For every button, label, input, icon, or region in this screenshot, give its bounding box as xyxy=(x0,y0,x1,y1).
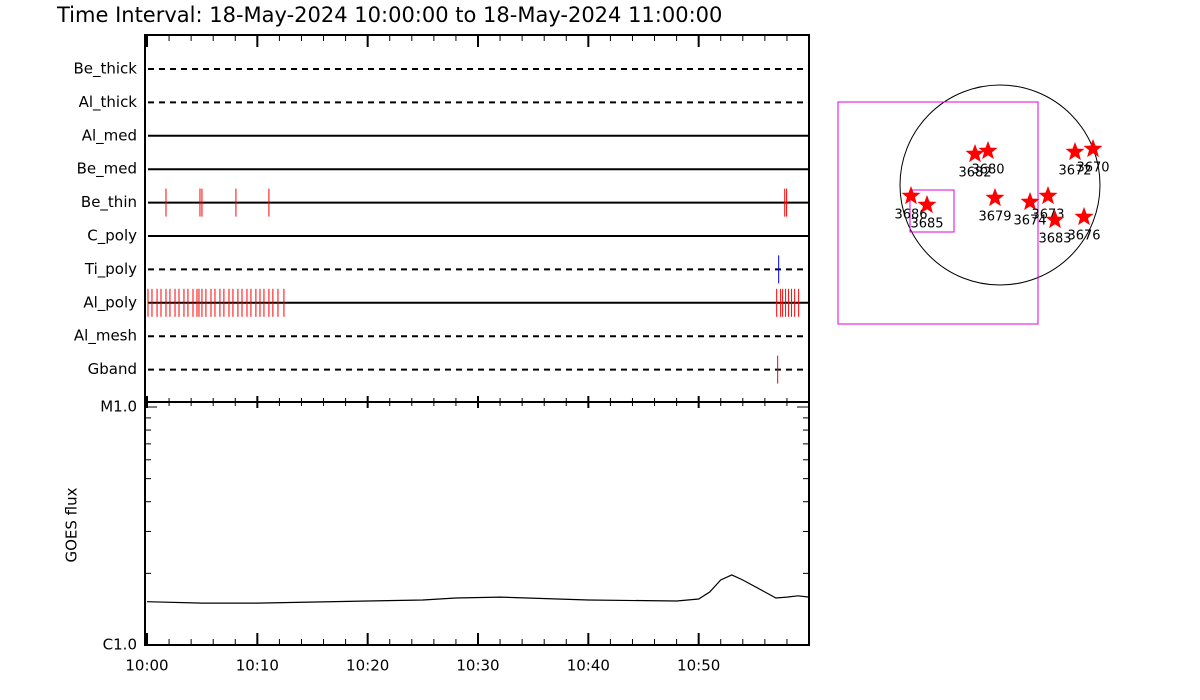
region-star xyxy=(965,144,985,163)
region-star xyxy=(1083,139,1103,158)
region-label: 3683 xyxy=(1038,232,1071,247)
fov-box xyxy=(837,101,1039,325)
row-label: Be_thin xyxy=(81,193,137,212)
solar-disk xyxy=(899,84,1101,286)
x-tick-label: 10:20 xyxy=(346,657,389,675)
region-label: 3679 xyxy=(978,210,1011,225)
row-label: C_poly xyxy=(87,227,137,246)
region-star xyxy=(978,141,998,160)
chart-title: Time Interval: 18-May-2024 10:00:00 to 1… xyxy=(56,3,722,27)
region-label: 3670 xyxy=(1076,161,1109,176)
x-tick-label: 10:00 xyxy=(125,657,168,675)
fov-small-box xyxy=(909,189,955,233)
region-label: 3674 xyxy=(1013,214,1046,229)
y-tick-label: C1.0 xyxy=(103,636,137,654)
region-label: 3676 xyxy=(1067,229,1100,244)
x-tick-label: 10:30 xyxy=(456,657,499,675)
row-label: Gband xyxy=(88,360,137,378)
region-star xyxy=(917,195,937,214)
y-axis-label: GOES flux xyxy=(63,487,81,562)
row-label: Be_thick xyxy=(73,60,137,79)
row-label: Al_mesh xyxy=(74,327,137,346)
row-label: Ti_poly xyxy=(84,260,137,279)
region-star xyxy=(901,186,921,205)
region-star xyxy=(1074,207,1094,226)
region-label: 3686 xyxy=(894,208,927,223)
region-star xyxy=(1020,192,1040,211)
region-label: 3682 xyxy=(958,166,991,181)
region-star xyxy=(1065,142,1085,161)
row-label: Al_med xyxy=(82,126,137,145)
region-label: 3685 xyxy=(910,217,943,232)
x-tick-label: 10:10 xyxy=(236,657,279,675)
top-frame xyxy=(144,34,810,403)
goes-line xyxy=(146,574,810,604)
region-star xyxy=(1038,186,1058,205)
bottom-frame xyxy=(144,401,810,646)
x-tick-label: 10:40 xyxy=(567,657,610,675)
row-label: Al_poly xyxy=(83,293,137,312)
x-tick-label: 10:50 xyxy=(677,657,720,675)
region-star xyxy=(985,188,1005,207)
region-label: 3680 xyxy=(971,163,1004,178)
region-star xyxy=(1045,210,1065,229)
region-label: 3672 xyxy=(1058,164,1091,179)
y-tick-label: M1.0 xyxy=(100,398,137,416)
row-label: Be_med xyxy=(77,160,137,179)
row-label: Al_thick xyxy=(79,93,138,112)
